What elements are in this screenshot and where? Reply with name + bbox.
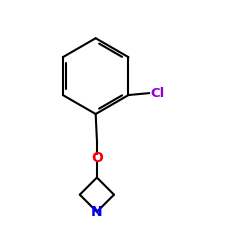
Text: N: N [91,205,103,219]
Text: O: O [91,151,103,165]
Text: Cl: Cl [150,86,165,100]
